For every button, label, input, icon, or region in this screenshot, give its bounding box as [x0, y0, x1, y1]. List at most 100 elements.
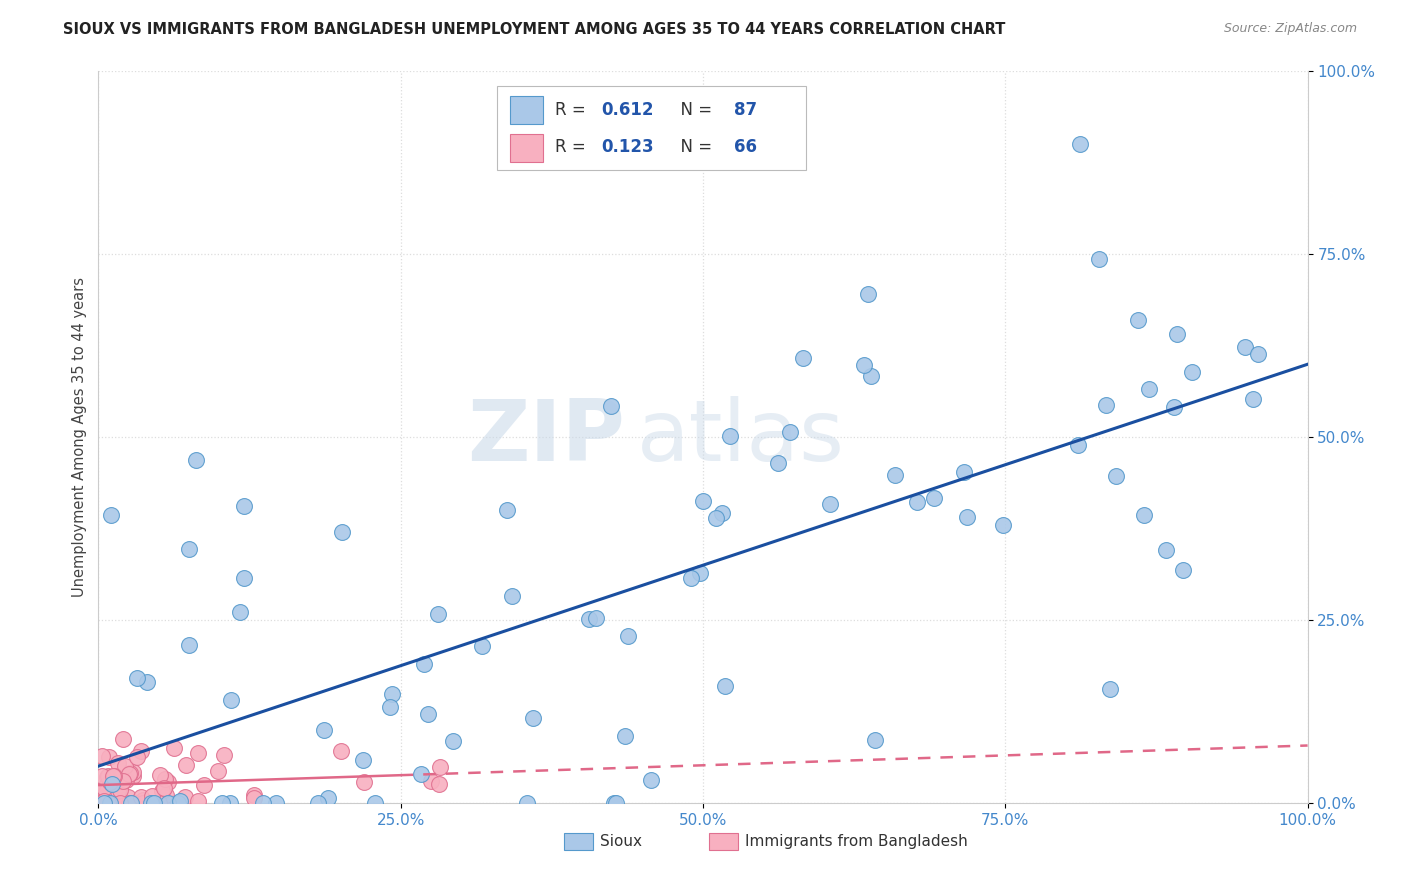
Point: [956, 510, 979, 524]
Point: [160, 796, 183, 810]
Point: [127, 671, 149, 685]
Text: 0.123: 0.123: [602, 137, 654, 155]
Point: [129, 744, 152, 758]
Text: Immigrants from Bangladesh: Immigrants from Bangladesh: [745, 834, 969, 849]
Point: [1181, 366, 1204, 380]
Point: [689, 566, 711, 580]
Text: 0.612: 0.612: [602, 101, 654, 119]
Point: [585, 611, 607, 625]
FancyBboxPatch shape: [709, 833, 738, 850]
Point: [884, 468, 907, 483]
Point: [127, 750, 149, 764]
Point: [1154, 543, 1177, 558]
Point: [187, 793, 209, 807]
Point: [316, 790, 339, 805]
Point: [149, 768, 172, 782]
Point: [118, 796, 141, 810]
Point: [905, 494, 928, 508]
Point: [818, 497, 841, 511]
Point: [153, 772, 176, 786]
Point: [427, 777, 450, 791]
Point: [132, 793, 155, 807]
Point: [136, 675, 159, 690]
Point: [352, 753, 374, 767]
Point: [1133, 508, 1156, 522]
Point: [766, 456, 789, 470]
Point: [922, 491, 945, 505]
Text: atlas: atlas: [637, 395, 845, 479]
Point: [97, 777, 120, 791]
Point: [115, 773, 138, 788]
Point: [718, 429, 741, 443]
Point: [1088, 252, 1111, 266]
Point: [218, 796, 240, 810]
Point: [118, 766, 141, 780]
Point: [111, 774, 134, 789]
Point: [1104, 468, 1126, 483]
Point: [614, 729, 637, 743]
Point: [381, 687, 404, 701]
Point: [98, 775, 121, 789]
Text: Source: ZipAtlas.com: Source: ZipAtlas.com: [1223, 22, 1357, 36]
Point: [153, 780, 176, 795]
Point: [522, 711, 544, 725]
Text: R =: R =: [555, 101, 592, 119]
Point: [187, 746, 209, 760]
Point: [252, 796, 274, 810]
Point: [353, 775, 375, 789]
Point: [91, 769, 114, 783]
Point: [100, 796, 122, 810]
Point: [118, 796, 141, 810]
Point: [179, 541, 201, 556]
Point: [103, 769, 125, 783]
Point: [792, 351, 814, 365]
Point: [307, 796, 329, 810]
Point: [97, 749, 120, 764]
FancyBboxPatch shape: [509, 134, 543, 161]
Point: [1128, 313, 1150, 327]
Point: [1094, 398, 1116, 412]
Point: [156, 774, 179, 789]
Point: [953, 465, 976, 479]
Point: [156, 796, 179, 810]
Point: [1173, 563, 1195, 577]
Point: [578, 612, 600, 626]
Point: [114, 759, 136, 773]
FancyBboxPatch shape: [498, 86, 806, 170]
Point: [148, 796, 170, 810]
Point: [132, 796, 155, 810]
Point: [150, 783, 173, 797]
Point: [93, 780, 115, 795]
Point: [120, 796, 142, 810]
Point: [411, 766, 433, 780]
Point: [155, 788, 177, 802]
Point: [167, 796, 190, 810]
Point: [124, 796, 146, 810]
Point: [121, 796, 143, 810]
Point: [1163, 400, 1185, 414]
Point: [233, 499, 256, 513]
Point: [711, 507, 734, 521]
Point: [139, 796, 162, 810]
Point: [229, 605, 252, 619]
Point: [105, 792, 128, 806]
Text: N =: N =: [671, 137, 717, 155]
Point: [141, 789, 163, 804]
Point: [100, 508, 122, 523]
Point: [173, 789, 195, 804]
Point: [1247, 347, 1270, 361]
Point: [107, 783, 129, 797]
Point: [516, 796, 538, 810]
Point: [108, 796, 131, 810]
Point: [860, 368, 883, 383]
Point: [107, 789, 129, 804]
Point: [471, 640, 494, 654]
Point: [1166, 327, 1188, 342]
Point: [103, 793, 125, 807]
Point: [94, 785, 117, 799]
Point: [1067, 438, 1090, 452]
Point: [108, 782, 131, 797]
Point: [640, 773, 662, 788]
Point: [991, 517, 1014, 532]
Point: [380, 699, 402, 714]
